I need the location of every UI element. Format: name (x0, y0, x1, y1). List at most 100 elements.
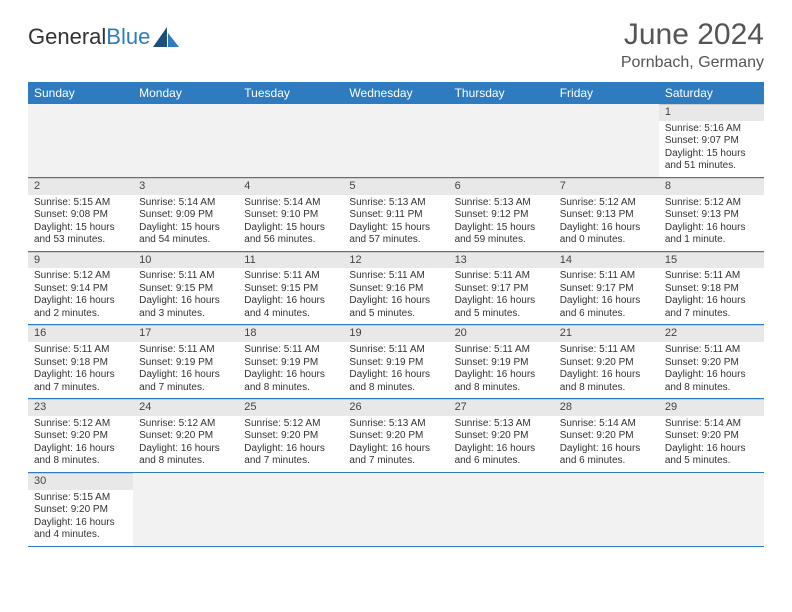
sunset-line: Sunset: 9:18 PM (665, 283, 758, 296)
sunrise-line: Sunrise: 5:11 AM (244, 344, 337, 357)
daylight-line: Daylight: 15 hours and 54 minutes. (139, 222, 232, 247)
sunset-line: Sunset: 9:14 PM (34, 283, 127, 296)
daylight-line: Daylight: 16 hours and 5 minutes. (455, 295, 548, 320)
daylight-line: Daylight: 16 hours and 6 minutes. (455, 443, 548, 468)
day-number: 4 (238, 178, 343, 195)
day-number: 23 (28, 399, 133, 416)
daylight-line: Daylight: 16 hours and 3 minutes. (139, 295, 232, 320)
daylight-line: Daylight: 15 hours and 53 minutes. (34, 222, 127, 247)
calendar-cell-empty (554, 472, 659, 546)
calendar-cell: 28Sunrise: 5:14 AMSunset: 9:20 PMDayligh… (554, 399, 659, 473)
sunrise-line: Sunrise: 5:11 AM (560, 270, 653, 283)
calendar-cell: 29Sunrise: 5:14 AMSunset: 9:20 PMDayligh… (659, 399, 764, 473)
sunrise-line: Sunrise: 5:11 AM (244, 270, 337, 283)
calendar-cell-empty (554, 104, 659, 177)
sunrise-line: Sunrise: 5:13 AM (455, 418, 548, 431)
day-body: Sunrise: 5:15 AMSunset: 9:08 PMDaylight:… (28, 195, 133, 251)
daylight-line: Daylight: 16 hours and 8 minutes. (455, 369, 548, 394)
sunrise-line: Sunrise: 5:13 AM (455, 197, 548, 210)
calendar-cell: 1Sunrise: 5:16 AMSunset: 9:07 PMDaylight… (659, 104, 764, 177)
weekday-header: Tuesday (238, 82, 343, 104)
daylight-line: Daylight: 16 hours and 7 minutes. (139, 369, 232, 394)
calendar-row: 9Sunrise: 5:12 AMSunset: 9:14 PM Daylight… (28, 251, 764, 325)
day-body: Sunrise: 5:11 AMSunset: 9:18 PMDaylight:… (659, 268, 764, 324)
day-number: 1 (659, 104, 764, 121)
weekday-header: Monday (133, 82, 238, 104)
calendar-cell: 5Sunrise: 5:13 AMSunset: 9:11 PMDaylight… (343, 177, 448, 251)
day-body: Sunrise: 5:16 AMSunset: 9:07 PMDaylight:… (659, 121, 764, 177)
calendar-cell: 8Sunrise: 5:12 AMSunset: 9:13 PMDaylight… (659, 177, 764, 251)
daylight-line: Daylight: 16 hours and 7 minutes. (34, 369, 127, 394)
daylight-line: Daylight: 16 hours and 8 minutes. (139, 443, 232, 468)
day-number: 20 (449, 325, 554, 342)
sunset-line: Sunset: 9:13 PM (560, 209, 653, 222)
logo-text-b: Blue (106, 24, 150, 50)
daylight-line: Daylight: 15 hours and 57 minutes. (349, 222, 442, 247)
title-block: June 2024 Pornbach, Germany (621, 18, 764, 72)
daylight-line: Daylight: 15 hours and 51 minutes. (665, 148, 758, 173)
calendar-cell: 22Sunrise: 5:11 AMSunset: 9:20 PMDayligh… (659, 325, 764, 399)
sunset-line: Sunset: 9:18 PM (34, 357, 127, 370)
calendar-cell: 7Sunrise: 5:12 AMSunset: 9:13 PMDaylight… (554, 177, 659, 251)
sunrise-line: Sunrise: 5:12 AM (34, 270, 127, 283)
day-number: 19 (343, 325, 448, 342)
calendar-cell: 2Sunrise: 5:15 AMSunset: 9:08 PMDaylight… (28, 177, 133, 251)
day-number: 10 (133, 252, 238, 269)
sunset-line: Sunset: 9:07 PM (665, 135, 758, 148)
sunset-line: Sunset: 9:17 PM (455, 283, 548, 296)
calendar-body: 1Sunrise: 5:16 AMSunset: 9:07 PMDaylight… (28, 104, 764, 546)
sunset-line: Sunset: 9:20 PM (560, 430, 653, 443)
sunrise-line: Sunrise: 5:14 AM (560, 418, 653, 431)
day-body: Sunrise: 5:12 AMSunset: 9:20 PMDaylight:… (238, 416, 343, 472)
sunset-line: Sunset: 9:17 PM (560, 283, 653, 296)
calendar-cell: 14Sunrise: 5:11 AMSunset: 9:17 PMDayligh… (554, 251, 659, 325)
calendar-cell-empty (449, 472, 554, 546)
sunset-line: Sunset: 9:09 PM (139, 209, 232, 222)
day-body: Sunrise: 5:11 AMSunset: 9:16 PMDaylight:… (343, 268, 448, 324)
day-number: 8 (659, 178, 764, 195)
daylight-line: Daylight: 16 hours and 8 minutes. (665, 369, 758, 394)
day-number: 5 (343, 178, 448, 195)
day-number: 29 (659, 399, 764, 416)
logo-text-a: General (28, 24, 106, 50)
day-number: 21 (554, 325, 659, 342)
calendar-row: 23Sunrise: 5:12 AMSunset: 9:20 PMDayligh… (28, 399, 764, 473)
sunrise-line: Sunrise: 5:13 AM (349, 418, 442, 431)
sunset-line: Sunset: 9:08 PM (34, 209, 127, 222)
weekday-header: Thursday (449, 82, 554, 104)
day-body: Sunrise: 5:13 AMSunset: 9:20 PMDaylight:… (449, 416, 554, 472)
sunrise-line: Sunrise: 5:11 AM (349, 344, 442, 357)
calendar-table: SundayMondayTuesdayWednesdayThursdayFrid… (28, 82, 764, 547)
calendar-row: 1Sunrise: 5:16 AMSunset: 9:07 PMDaylight… (28, 104, 764, 177)
daylight-line: Daylight: 16 hours and 8 minutes. (244, 369, 337, 394)
calendar-cell: 15Sunrise: 5:11 AMSunset: 9:18 PMDayligh… (659, 251, 764, 325)
calendar-cell: 25Sunrise: 5:12 AMSunset: 9:20 PMDayligh… (238, 399, 343, 473)
sunrise-line: Sunrise: 5:11 AM (455, 344, 548, 357)
calendar-cell: 18Sunrise: 5:11 AMSunset: 9:19 PMDayligh… (238, 325, 343, 399)
calendar-cell-empty (449, 104, 554, 177)
day-body: Sunrise: 5:13 AMSunset: 9:12 PMDaylight:… (449, 195, 554, 251)
daylight-line: Daylight: 16 hours and 6 minutes. (560, 295, 653, 320)
day-number: 12 (343, 252, 448, 269)
day-number: 9 (28, 252, 133, 269)
daylight-line: Daylight: 16 hours and 8 minutes. (349, 369, 442, 394)
day-number: 24 (133, 399, 238, 416)
sunrise-line: Sunrise: 5:16 AM (665, 123, 758, 136)
calendar-cell-empty (133, 104, 238, 177)
day-number: 22 (659, 325, 764, 342)
calendar-row: 2Sunrise: 5:15 AMSunset: 9:08 PMDaylight… (28, 177, 764, 251)
day-number: 28 (554, 399, 659, 416)
calendar-cell: 27Sunrise: 5:13 AMSunset: 9:20 PMDayligh… (449, 399, 554, 473)
daylight-line: Daylight: 16 hours and 7 minutes. (665, 295, 758, 320)
daylight-line: Daylight: 16 hours and 8 minutes. (34, 443, 127, 468)
sunrise-line: Sunrise: 5:11 AM (560, 344, 653, 357)
sunrise-line: Sunrise: 5:11 AM (455, 270, 548, 283)
daylight-line: Daylight: 15 hours and 59 minutes. (455, 222, 548, 247)
day-number: 13 (449, 252, 554, 269)
sunrise-line: Sunrise: 5:14 AM (244, 197, 337, 210)
day-number: 2 (28, 178, 133, 195)
day-body: Sunrise: 5:11 AMSunset: 9:20 PMDaylight:… (659, 342, 764, 398)
daylight-line: Daylight: 16 hours and 4 minutes. (244, 295, 337, 320)
day-body: Sunrise: 5:12 AMSunset: 9:20 PMDaylight:… (133, 416, 238, 472)
daylight-line: Daylight: 16 hours and 7 minutes. (244, 443, 337, 468)
